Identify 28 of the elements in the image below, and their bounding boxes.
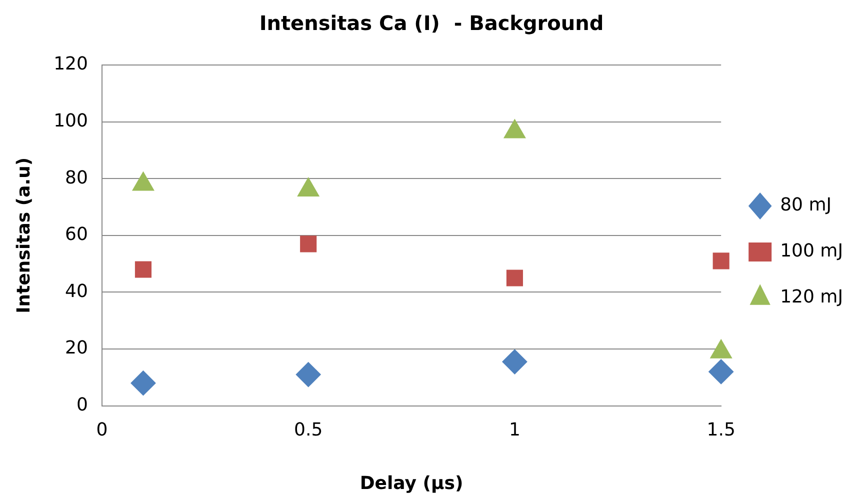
x-axis-title: Delay (µs) xyxy=(360,472,464,494)
point xyxy=(132,172,154,191)
legend-label: 100 mJ xyxy=(780,240,843,262)
point xyxy=(502,349,528,374)
point xyxy=(134,261,152,278)
x-tick-label: 1.5 xyxy=(706,419,736,440)
y-tick-label: 60 xyxy=(65,224,88,246)
y-tick-label: 40 xyxy=(65,280,88,302)
point xyxy=(300,236,317,252)
x-tick-label: 1 xyxy=(508,419,520,440)
y-tick-label: 0 xyxy=(76,394,88,416)
y-tick-label: 80 xyxy=(65,167,88,188)
point xyxy=(504,119,526,138)
point xyxy=(708,359,734,384)
x-tick-label: 0 xyxy=(96,419,108,440)
point xyxy=(506,270,523,286)
legend-label: 80 mJ xyxy=(780,194,832,216)
legend-label: 120 mJ xyxy=(780,286,843,308)
y-tick-label: 20 xyxy=(65,338,88,359)
point xyxy=(130,370,156,396)
y-tick-label: 100 xyxy=(54,110,88,132)
y-tick-label: 120 xyxy=(54,54,88,75)
point xyxy=(297,177,320,196)
x-tick-label: 0.5 xyxy=(294,419,323,440)
point xyxy=(712,252,730,270)
point xyxy=(296,362,321,388)
chart-title: Intensitas Ca (I) - Background xyxy=(259,11,604,36)
y-axis-title: Intensitas (a.u) xyxy=(13,157,34,314)
